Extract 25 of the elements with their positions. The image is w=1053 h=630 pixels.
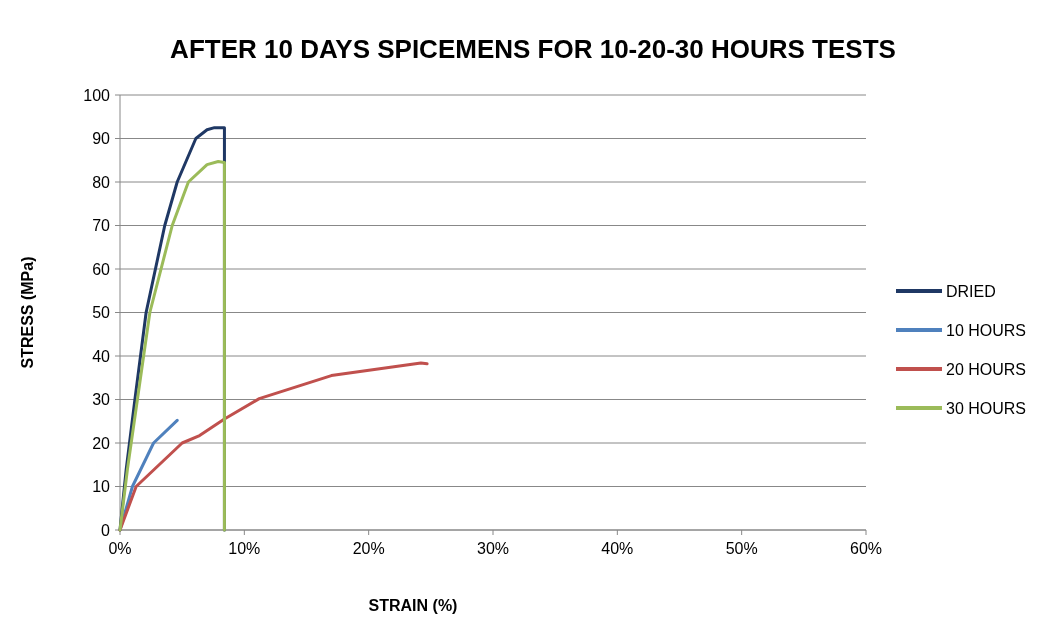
y-tick-label: 70: [92, 217, 111, 235]
x-tick-label: 0%: [108, 540, 132, 557]
y-tick-label: 100: [83, 86, 111, 104]
x-tick-label: 40%: [601, 540, 634, 557]
y-tick-label: 20: [92, 434, 111, 452]
y-tick-label: 50: [92, 304, 111, 322]
x-tick-label: 50%: [725, 540, 758, 557]
y-tick-label: 0: [101, 521, 111, 539]
y-tick-label: 10: [92, 478, 111, 496]
legend-label: 30 HOURS: [946, 399, 1027, 417]
x-tick-label: 10%: [228, 540, 261, 557]
x-axis-title: STRAIN (%): [368, 597, 458, 614]
x-tick-label: 60%: [849, 540, 883, 557]
y-axis-title: STRESS (MPa): [19, 256, 36, 369]
y-tick-label: 40: [92, 347, 111, 365]
legend-label: 20 HOURS: [946, 360, 1027, 378]
y-tick-label: 60: [92, 260, 111, 278]
x-tick-label: 20%: [352, 540, 385, 557]
legend-label: 10 HOURS: [946, 321, 1027, 339]
chart-title: AFTER 10 DAYS SPICEMENS FOR 10-20-30 HOURS TESTS: [170, 34, 896, 64]
y-tick-label: 90: [92, 130, 111, 148]
legend-label: DRIED: [946, 282, 996, 300]
y-tick-label: 80: [92, 173, 111, 191]
x-tick-label: 30%: [476, 540, 510, 557]
y-tick-label: 30: [92, 391, 111, 409]
